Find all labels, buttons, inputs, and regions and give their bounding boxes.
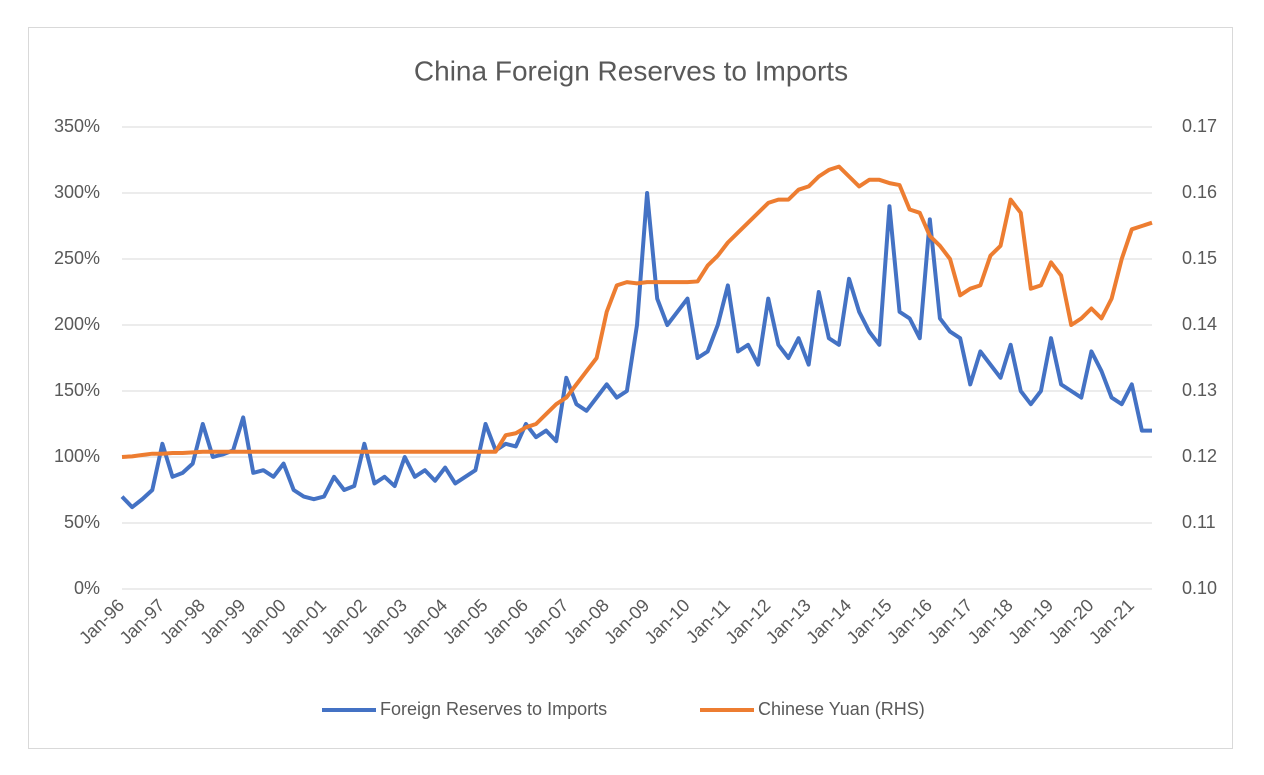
legend-label: Chinese Yuan (RHS) bbox=[758, 699, 925, 719]
y-tick-label: 50% bbox=[64, 512, 100, 532]
y-tick-label: 0% bbox=[74, 578, 100, 598]
y-tick-label: 300% bbox=[54, 182, 100, 202]
y-tick-label: 150% bbox=[54, 380, 100, 400]
y2-tick-label: 0.11 bbox=[1182, 512, 1216, 532]
y2-tick-label: 0.14 bbox=[1182, 314, 1217, 334]
chart-title: China Foreign Reserves to Imports bbox=[414, 55, 848, 86]
y-tick-label: 350% bbox=[54, 116, 100, 136]
y2-tick-label: 0.15 bbox=[1182, 248, 1217, 268]
y2-tick-label: 0.10 bbox=[1182, 578, 1217, 598]
y2-tick-label: 0.12 bbox=[1182, 446, 1217, 466]
y2-tick-label: 0.13 bbox=[1182, 380, 1217, 400]
y-tick-label: 250% bbox=[54, 248, 100, 268]
y2-tick-label: 0.17 bbox=[1182, 116, 1217, 136]
y-tick-label: 100% bbox=[54, 446, 100, 466]
y-tick-label: 200% bbox=[54, 314, 100, 334]
y2-tick-label: 0.16 bbox=[1182, 182, 1217, 202]
series-line bbox=[121, 164, 1153, 459]
series-line bbox=[120, 191, 1152, 510]
chart-border bbox=[28, 27, 1233, 749]
legend-label: Foreign Reserves to Imports bbox=[380, 699, 607, 719]
